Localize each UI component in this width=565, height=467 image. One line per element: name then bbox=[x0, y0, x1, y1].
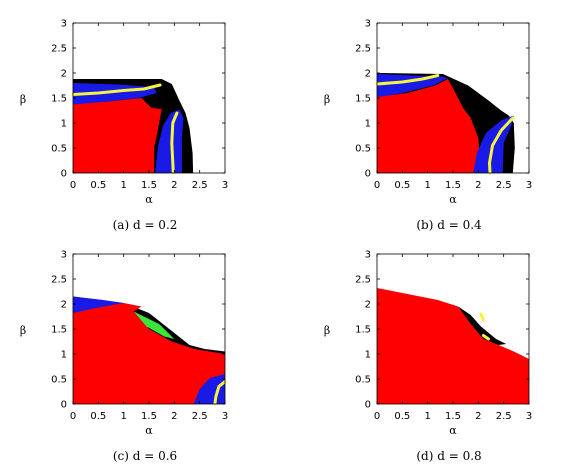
x-tick-label: 0 bbox=[70, 180, 76, 191]
y-tick-label: 3 bbox=[365, 19, 371, 30]
curve-yellow bbox=[170, 111, 179, 175]
y-tick-label: 3 bbox=[365, 250, 371, 261]
panel-d: 0 0.5 1 1.5 2 2.5 3 0 0.5 1 1.5 2 2.5 3 α β (d) d = 0… bbox=[324, 250, 532, 464]
x-tick-label: 1 bbox=[120, 411, 126, 422]
y-tick-label: 1 bbox=[365, 119, 371, 130]
region-red bbox=[377, 288, 529, 404]
x-tick-label: 2.5 bbox=[496, 411, 512, 422]
y-tick-label: 2 bbox=[365, 300, 371, 311]
x-tick-label: 1.5 bbox=[445, 180, 461, 191]
region-green bbox=[133, 311, 175, 339]
curve-yellow bbox=[487, 116, 515, 175]
curve-yellow bbox=[213, 380, 227, 406]
y-tick-label: 0.5 bbox=[51, 375, 67, 386]
x-tick-label: 2.5 bbox=[192, 411, 208, 422]
panel-c: 0 0.5 1 1.5 2 2.5 3 0 0.5 1 1.5 2 2.5 3 α β (c) d = 0… bbox=[20, 250, 228, 464]
x-tick-label: 1.5 bbox=[141, 180, 157, 191]
y-tick-label: 2.5 bbox=[355, 44, 371, 55]
panel-b: 0 0.5 1 1.5 2 2.5 3 0 0.5 1 1.5 2 2.5 3 α β (b) d = 0… bbox=[324, 19, 532, 233]
y-tick-label: 2 bbox=[61, 69, 67, 80]
x-tick-label: 0.5 bbox=[394, 411, 410, 422]
region-blue bbox=[155, 109, 184, 173]
y-tick-label: 0.5 bbox=[51, 144, 67, 155]
curve-yellow bbox=[481, 334, 490, 341]
x-tick-label: 0 bbox=[70, 411, 76, 422]
x-tick-label: 1 bbox=[424, 180, 430, 191]
x-tick-label: 1 bbox=[120, 180, 126, 191]
x-tick-label: 3 bbox=[222, 411, 228, 422]
x-tick-label: 2 bbox=[171, 411, 177, 422]
y-tick-label: 2.5 bbox=[51, 44, 67, 55]
x-tick-label: 0 bbox=[374, 411, 380, 422]
y-tick-label: 1 bbox=[61, 119, 67, 130]
x-tick-label: 1.5 bbox=[445, 411, 461, 422]
x-tick-label: 3 bbox=[526, 411, 532, 422]
x-tick-label: 1.5 bbox=[141, 411, 157, 422]
y-tick-label: 1.5 bbox=[355, 325, 371, 336]
x-tick-label: 2 bbox=[171, 180, 177, 191]
region-red bbox=[377, 79, 481, 173]
y-tick-label: 0.5 bbox=[355, 375, 371, 386]
x-tick-label: 2.5 bbox=[192, 180, 208, 191]
y-tick-label: 2.5 bbox=[51, 275, 67, 286]
x-tick-label: 2 bbox=[475, 180, 481, 191]
x-tick-label: 3 bbox=[222, 180, 228, 191]
region-blue bbox=[73, 296, 124, 314]
y-tick-label: 1 bbox=[61, 350, 67, 361]
x-tick-label: 3 bbox=[526, 180, 532, 191]
x-axis-label: α bbox=[449, 193, 457, 206]
y-tick-label: 3 bbox=[61, 250, 67, 261]
x-tick-label: 0.5 bbox=[90, 411, 106, 422]
y-tick-label: 2 bbox=[365, 69, 371, 80]
x-tick-label: 1 bbox=[424, 411, 430, 422]
y-tick-label: 1.5 bbox=[51, 325, 67, 336]
y-axis-label: β bbox=[324, 324, 330, 337]
region-red bbox=[73, 303, 225, 404]
x-axis-label: α bbox=[145, 193, 153, 206]
y-axis-label: β bbox=[20, 93, 26, 106]
y-tick-label: 2 bbox=[61, 300, 67, 311]
region-red bbox=[73, 98, 162, 173]
region-black bbox=[458, 306, 507, 345]
x-tick-label: 0 bbox=[374, 180, 380, 191]
panel-caption: (b) d = 0.4 bbox=[416, 218, 482, 232]
curve-yellow bbox=[71, 83, 162, 96]
curve-yellow bbox=[479, 312, 485, 322]
panel-caption: (c) d = 0.6 bbox=[113, 449, 177, 463]
y-tick-label: 0 bbox=[365, 400, 371, 411]
y-tick-label: 1 bbox=[365, 350, 371, 361]
y-axis-label: β bbox=[20, 324, 26, 337]
x-tick-label: 0.5 bbox=[394, 180, 410, 191]
y-tick-label: 1.5 bbox=[355, 94, 371, 105]
y-tick-label: 0 bbox=[61, 400, 67, 411]
x-tick-label: 0.5 bbox=[90, 180, 106, 191]
x-tick-label: 2 bbox=[475, 411, 481, 422]
panel-caption: (a) d = 0.2 bbox=[113, 218, 178, 232]
y-tick-label: 3 bbox=[61, 19, 67, 30]
y-tick-label: 0 bbox=[365, 169, 371, 180]
x-axis-label: α bbox=[449, 424, 457, 437]
y-tick-label: 1.5 bbox=[51, 94, 67, 105]
y-axis-label: β bbox=[324, 93, 330, 106]
y-tick-label: 2.5 bbox=[355, 275, 371, 286]
x-tick-label: 2.5 bbox=[496, 180, 512, 191]
panel-caption: (d) d = 0.8 bbox=[416, 449, 481, 463]
y-tick-label: 0.5 bbox=[355, 144, 371, 155]
panel-a: 0 0.5 1 1.5 2 2.5 3 0 0.5 1 1.5 2 2.5 3 α β (a) d = 0… bbox=[20, 19, 228, 233]
region-blue bbox=[377, 74, 448, 98]
curve-yellow bbox=[375, 74, 440, 86]
x-axis-label: α bbox=[145, 424, 153, 437]
y-tick-label: 0 bbox=[61, 169, 67, 180]
